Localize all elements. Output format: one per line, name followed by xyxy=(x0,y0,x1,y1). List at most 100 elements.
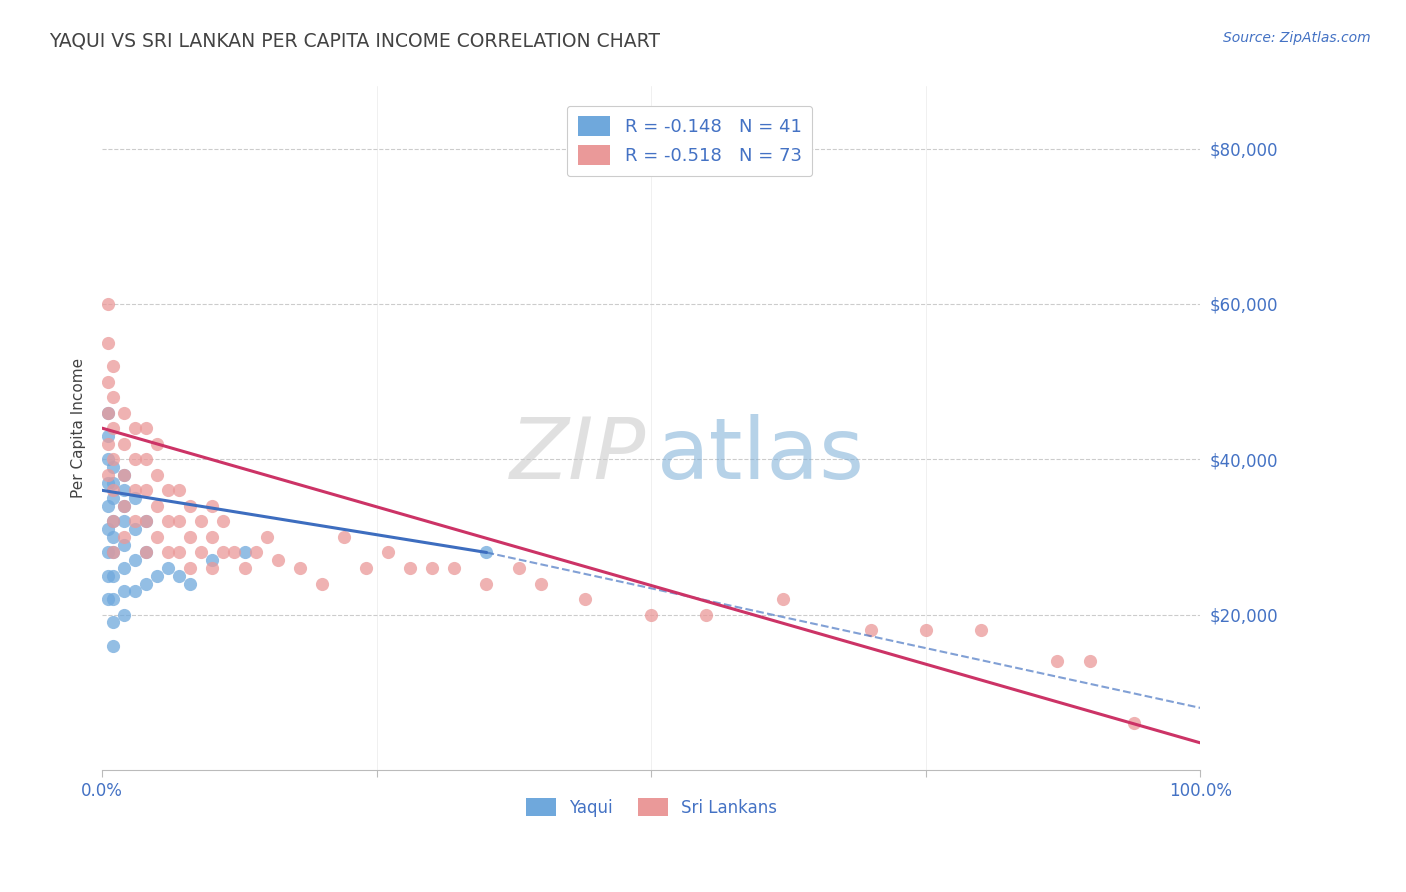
Point xyxy=(135,515,157,529)
Point xyxy=(914,623,936,637)
Point xyxy=(112,467,135,482)
Point xyxy=(135,576,157,591)
Point xyxy=(112,467,135,482)
Point xyxy=(267,553,290,567)
Point xyxy=(190,515,212,529)
Point xyxy=(97,568,120,582)
Point xyxy=(475,545,498,559)
Point xyxy=(124,522,146,536)
Point xyxy=(97,335,120,350)
Point xyxy=(103,460,125,475)
Point xyxy=(1080,654,1102,668)
Point xyxy=(97,406,120,420)
Point xyxy=(97,436,120,450)
Point xyxy=(256,530,278,544)
Point xyxy=(103,421,125,435)
Text: ZIP: ZIP xyxy=(509,414,645,497)
Point xyxy=(146,499,169,513)
Point xyxy=(124,452,146,467)
Point xyxy=(97,467,120,482)
Point xyxy=(157,545,180,559)
Point xyxy=(112,499,135,513)
Point xyxy=(97,452,120,467)
Point xyxy=(97,406,120,420)
Point xyxy=(157,561,180,575)
Point xyxy=(146,436,169,450)
Point xyxy=(103,568,125,582)
Point xyxy=(354,561,377,575)
Point xyxy=(969,623,991,637)
Point xyxy=(97,592,120,607)
Point xyxy=(97,522,120,536)
Point xyxy=(640,607,662,622)
Point xyxy=(245,545,267,559)
Point xyxy=(97,297,120,311)
Point xyxy=(112,436,135,450)
Point xyxy=(201,553,224,567)
Point xyxy=(103,452,125,467)
Point xyxy=(112,561,135,575)
Point xyxy=(103,639,125,653)
Point xyxy=(124,584,146,599)
Point xyxy=(530,576,553,591)
Point xyxy=(157,515,180,529)
Point xyxy=(443,561,465,575)
Point xyxy=(167,483,190,498)
Point xyxy=(311,576,333,591)
Point xyxy=(695,607,717,622)
Point xyxy=(103,515,125,529)
Point xyxy=(420,561,443,575)
Point xyxy=(859,623,882,637)
Point xyxy=(332,530,354,544)
Point xyxy=(201,561,224,575)
Point xyxy=(103,359,125,373)
Point xyxy=(112,406,135,420)
Point xyxy=(124,553,146,567)
Point xyxy=(97,475,120,490)
Point xyxy=(103,475,125,490)
Point xyxy=(135,545,157,559)
Point xyxy=(97,429,120,443)
Point xyxy=(179,561,201,575)
Text: Source: ZipAtlas.com: Source: ZipAtlas.com xyxy=(1223,31,1371,45)
Legend: Yaqui, Sri Lankans: Yaqui, Sri Lankans xyxy=(519,791,783,823)
Point xyxy=(146,568,169,582)
Point xyxy=(1123,716,1146,731)
Point xyxy=(97,545,120,559)
Point xyxy=(179,576,201,591)
Point xyxy=(97,499,120,513)
Point xyxy=(124,491,146,505)
Point xyxy=(157,483,180,498)
Point xyxy=(201,530,224,544)
Y-axis label: Per Capita Income: Per Capita Income xyxy=(72,358,86,499)
Point xyxy=(167,568,190,582)
Point xyxy=(398,561,420,575)
Point xyxy=(103,390,125,404)
Point xyxy=(179,499,201,513)
Point xyxy=(233,561,256,575)
Point xyxy=(112,584,135,599)
Point xyxy=(135,483,157,498)
Point xyxy=(124,483,146,498)
Point xyxy=(288,561,311,575)
Point xyxy=(772,592,794,607)
Point xyxy=(112,530,135,544)
Point xyxy=(212,515,235,529)
Point xyxy=(124,421,146,435)
Point xyxy=(103,530,125,544)
Point xyxy=(103,615,125,630)
Point xyxy=(190,545,212,559)
Point xyxy=(508,561,530,575)
Point xyxy=(146,467,169,482)
Point xyxy=(103,545,125,559)
Point xyxy=(112,515,135,529)
Point xyxy=(167,515,190,529)
Point xyxy=(103,491,125,505)
Text: YAQUI VS SRI LANKAN PER CAPITA INCOME CORRELATION CHART: YAQUI VS SRI LANKAN PER CAPITA INCOME CO… xyxy=(49,31,661,50)
Point xyxy=(112,538,135,552)
Point xyxy=(135,545,157,559)
Point xyxy=(135,515,157,529)
Point xyxy=(146,530,169,544)
Point xyxy=(167,545,190,559)
Point xyxy=(103,483,125,498)
